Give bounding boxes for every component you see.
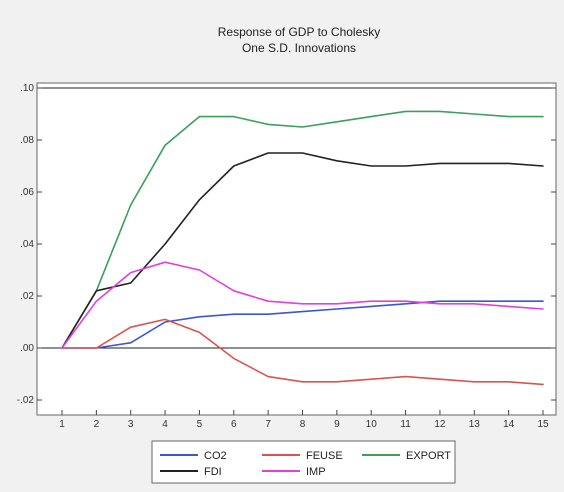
y-tick-label: .00 [20,343,34,354]
legend-label-fdi: FDI [204,466,222,478]
x-tick-label: 6 [231,419,237,430]
y-tick-label: .02 [20,291,34,302]
series-line-feuse [61,318,544,386]
legend: CO2 FEUSE EXPORT FDI IMP [151,440,456,484]
chart-title: Response of GDP to Cholesky [218,25,381,39]
y-tick-label: .04 [20,239,34,250]
series-line-fdi [61,152,544,349]
x-tick-label: 10 [366,419,378,430]
x-tick-label: 15 [537,419,549,430]
y-tick-label: .06 [20,187,34,198]
x-tick-label: 11 [400,419,411,430]
x-tick-label: 2 [94,419,100,430]
y-tick-label: -.02 [17,395,35,406]
x-tick-label: 4 [162,419,168,430]
series-line-co2 [61,300,544,349]
series-layer [61,110,544,386]
x-tick-label: 9 [334,419,340,430]
x-tick-label: 8 [300,419,306,430]
x-tick-label: 13 [469,419,481,430]
chart-subtitle: One S.D. Innovations [242,41,356,55]
x-tick-label: 14 [503,419,515,430]
plot-area [36,82,557,416]
legend-box [151,440,456,484]
x-tick-label: 3 [128,419,134,430]
x-tick-label: 12 [434,419,446,430]
y-axis: .10 .08 .06 .04 .02 .00 -.02 [17,83,556,406]
x-tick-label: 1 [59,419,65,430]
y-tick-label: .08 [20,135,34,146]
y-tick-label: .10 [20,83,34,94]
legend-label-co2: CO2 [204,450,227,462]
series-line-export [61,110,544,349]
reference-lines [37,87,556,349]
legend-label-export: EXPORT [406,450,451,462]
x-tick-label: 5 [197,419,203,430]
series-line-imp [61,261,544,349]
x-axis: 1 2 3 4 5 6 7 8 9 10 11 12 13 14 15 [59,410,549,430]
legend-label-imp: IMP [306,466,326,478]
legend-label-feuse: FEUSE [306,450,343,462]
x-tick-label: 7 [265,419,271,430]
